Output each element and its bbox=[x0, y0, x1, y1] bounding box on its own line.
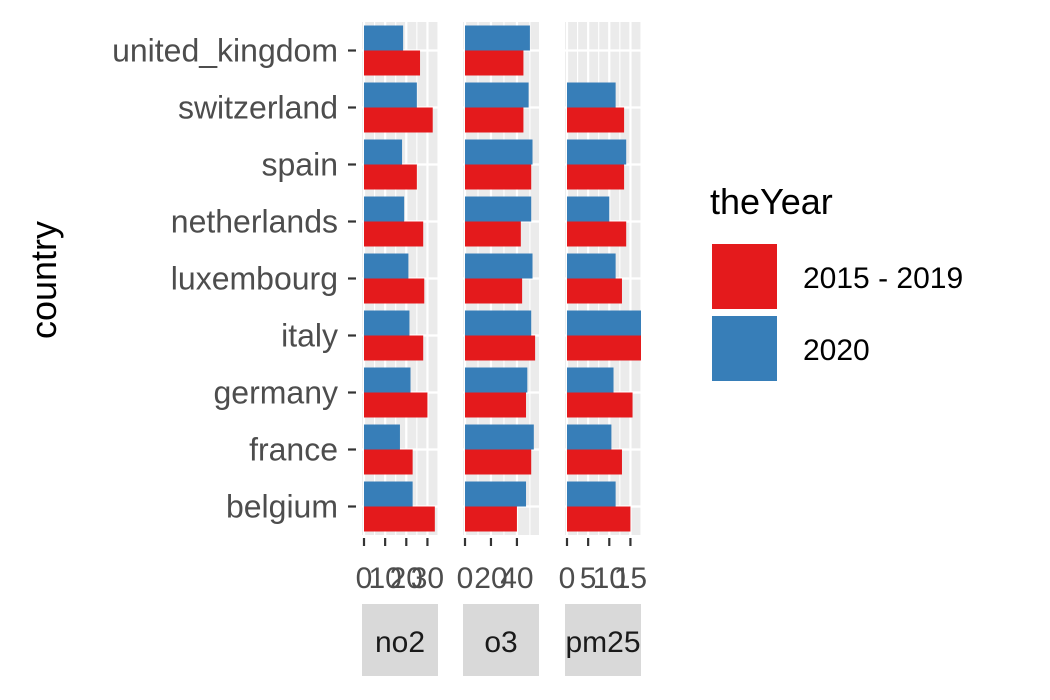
bar-o3-switzerland-2020 bbox=[465, 82, 529, 108]
bar-no2-france-baseline bbox=[364, 449, 413, 475]
bar-o3-belgium-2020 bbox=[465, 481, 527, 507]
bars bbox=[567, 82, 641, 532]
bar-no2-netherlands-2020 bbox=[364, 196, 405, 222]
bar-no2-switzerland-baseline bbox=[364, 107, 433, 133]
bar-o3-luxembourg-baseline bbox=[465, 278, 523, 304]
x-tick-label: 10 bbox=[593, 562, 626, 595]
x-tick-label: 20 bbox=[474, 562, 507, 595]
bar-no2-germany-2020 bbox=[364, 367, 411, 393]
bar-o3-italy-baseline bbox=[465, 335, 536, 361]
bar-pm25-germany-2020 bbox=[567, 367, 614, 393]
legend-label: 2020 bbox=[803, 334, 870, 367]
bar-no2-italy-baseline bbox=[364, 335, 424, 361]
bar-pm25-belgium-baseline bbox=[567, 506, 631, 532]
bar-o3-united_kingdom-2020 bbox=[465, 25, 530, 51]
legend: theYear 2015 - 2019 2020 bbox=[710, 181, 963, 383]
bar-no2-luxembourg-2020 bbox=[364, 253, 409, 279]
x-tick-label: 15 bbox=[614, 562, 647, 595]
bar-o3-spain-2020 bbox=[465, 139, 533, 165]
bar-pm25-italy-baseline bbox=[567, 335, 641, 361]
bar-no2-germany-baseline bbox=[364, 392, 428, 418]
bar-pm25-spain-2020 bbox=[567, 139, 627, 165]
bar-no2-netherlands-baseline bbox=[364, 221, 424, 247]
bar-o3-france-2020 bbox=[465, 424, 534, 450]
x-tick-label: 40 bbox=[500, 562, 533, 595]
bar-pm25-germany-baseline bbox=[567, 392, 633, 418]
category-label-germany: germany bbox=[214, 375, 339, 411]
bar-no2-united_kingdom-2020 bbox=[364, 25, 404, 51]
bar-o3-netherlands-baseline bbox=[465, 221, 521, 247]
bar-o3-germany-2020 bbox=[465, 367, 528, 393]
bars bbox=[364, 25, 435, 532]
bars bbox=[465, 25, 536, 532]
bar-no2-spain-baseline bbox=[364, 164, 417, 190]
bar-pm25-france-baseline bbox=[567, 449, 622, 475]
legend-title: theYear bbox=[710, 181, 833, 222]
bar-no2-belgium-2020 bbox=[364, 481, 413, 507]
legend-label: 2015 - 2019 bbox=[803, 262, 963, 295]
legend-key-baseline bbox=[710, 242, 779, 311]
category-label-france: france bbox=[249, 432, 338, 468]
bar-no2-spain-2020 bbox=[364, 139, 403, 165]
category-label-belgium: belgium bbox=[226, 489, 338, 525]
bar-no2-united_kingdom-baseline bbox=[364, 50, 421, 76]
x-tick-label: 0 bbox=[457, 562, 474, 595]
bar-no2-belgium-baseline bbox=[364, 506, 435, 532]
bar-pm25-netherlands-baseline bbox=[567, 221, 627, 247]
bar-pm25-switzerland-baseline bbox=[567, 107, 625, 133]
category-label-netherlands: netherlands bbox=[171, 204, 338, 240]
bar-o3-france-baseline bbox=[465, 449, 532, 475]
facet-strip bbox=[565, 604, 641, 676]
bar-o3-spain-baseline bbox=[465, 164, 532, 190]
x-tick-label: 10 bbox=[368, 562, 401, 595]
category-labels: belgium france germany italy luxembourg nethe… bbox=[112, 33, 356, 525]
x-tick-label: 20 bbox=[390, 562, 423, 595]
bar-o3-switzerland-baseline bbox=[465, 107, 524, 133]
facet-strip-label: o3 bbox=[484, 626, 517, 659]
facet-strip bbox=[362, 604, 438, 676]
category-label-luxembourg: luxembourg bbox=[171, 261, 338, 297]
bar-pm25-italy-2020 bbox=[567, 310, 641, 336]
bar-pm25-belgium-2020 bbox=[567, 481, 616, 507]
x-tick-label: 0 bbox=[356, 562, 373, 595]
facet-strip-label: no2 bbox=[375, 626, 425, 659]
bar-pm25-luxembourg-baseline bbox=[567, 278, 622, 304]
bar-o3-united_kingdom-baseline bbox=[465, 50, 524, 76]
bar-no2-france-2020 bbox=[364, 424, 400, 450]
bar-no2-luxembourg-baseline bbox=[364, 278, 425, 304]
category-label-italy: italy bbox=[281, 318, 338, 354]
y-axis-title: country bbox=[23, 221, 64, 339]
bar-pm25-netherlands-2020 bbox=[567, 196, 610, 222]
bar-o3-netherlands-2020 bbox=[465, 196, 532, 222]
category-label-switzerland: switzerland bbox=[178, 90, 338, 126]
bar-pm25-france-2020 bbox=[567, 424, 612, 450]
x-tick-label: 30 bbox=[411, 562, 444, 595]
category-label-united_kingdom: united_kingdom bbox=[112, 33, 338, 69]
bar-no2-italy-2020 bbox=[364, 310, 410, 336]
bar-o3-italy-2020 bbox=[465, 310, 532, 336]
bar-o3-luxembourg-2020 bbox=[465, 253, 533, 279]
bar-pm25-switzerland-2020 bbox=[567, 82, 616, 108]
x-tick-label: 0 bbox=[559, 562, 576, 595]
bar-o3-germany-baseline bbox=[465, 392, 527, 418]
legend-key-2020 bbox=[710, 314, 779, 383]
facet-strip bbox=[463, 604, 539, 676]
facet-strip-label: pm25 bbox=[565, 626, 640, 659]
bar-o3-belgium-baseline bbox=[465, 506, 517, 532]
category-label-spain: spain bbox=[262, 147, 339, 183]
bar-no2-switzerland-2020 bbox=[364, 82, 417, 108]
x-tick-label: 5 bbox=[580, 562, 597, 595]
bar-pm25-luxembourg-2020 bbox=[567, 253, 616, 279]
bar-pm25-spain-baseline bbox=[567, 164, 625, 190]
